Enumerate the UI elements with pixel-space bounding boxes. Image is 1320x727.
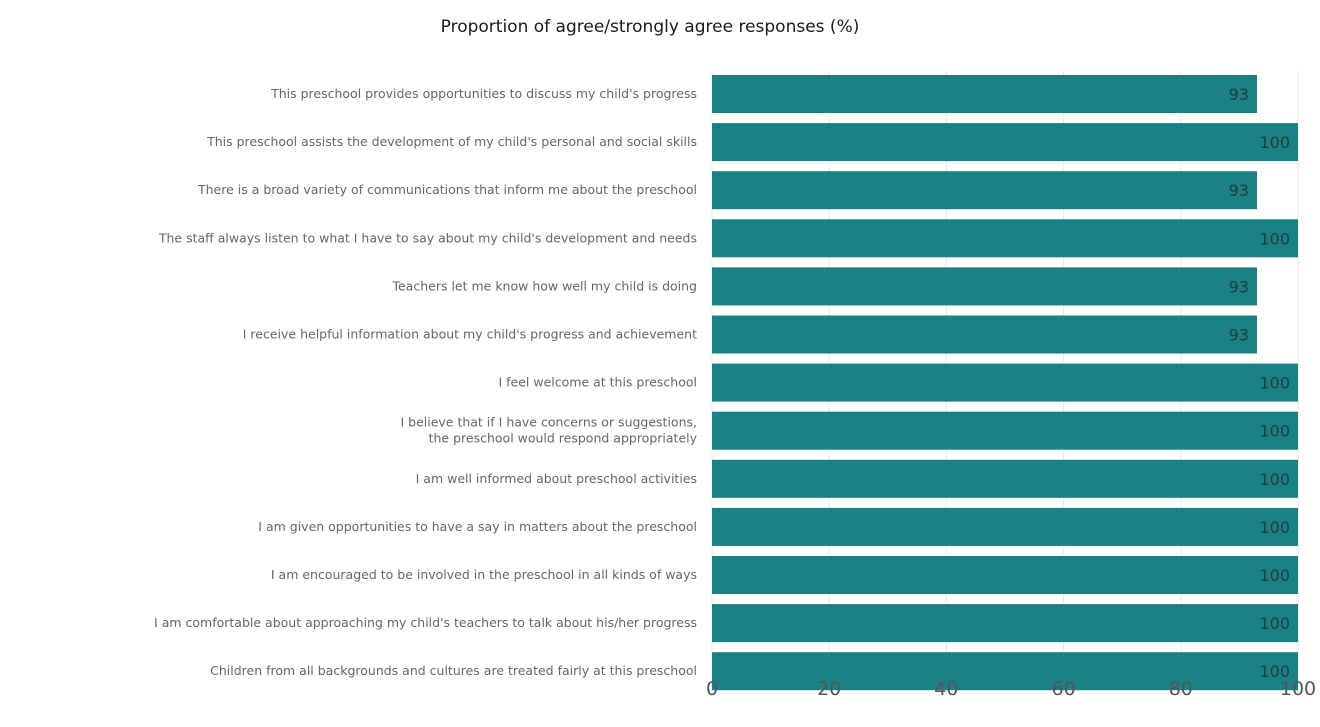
category-label: I am well informed about preschool activ… xyxy=(416,471,697,486)
category-label: This preschool provides opportunities to… xyxy=(270,86,697,101)
category-label: I am encouraged to be involved in the pr… xyxy=(271,567,697,582)
data-label: 93 xyxy=(1229,277,1249,296)
bar xyxy=(712,171,1257,210)
data-label: 100 xyxy=(1259,518,1290,537)
category-label: The staff always listen to what I have t… xyxy=(158,230,697,245)
data-label: 100 xyxy=(1259,229,1290,248)
data-label: 100 xyxy=(1259,133,1290,152)
data-label: 93 xyxy=(1229,85,1249,104)
x-axis-ticks: 0 20 40 60 80 100 xyxy=(706,678,1316,700)
data-label: 100 xyxy=(1259,662,1290,681)
bar xyxy=(712,267,1257,306)
data-label: 100 xyxy=(1259,614,1290,633)
chart-title: Proportion of agree/strongly agree respo… xyxy=(441,17,860,37)
category-label: Children from all backgrounds and cultur… xyxy=(210,663,697,678)
bar xyxy=(712,652,1298,691)
category-labels: This preschool provides opportunities to… xyxy=(154,86,698,678)
x-tick-label: 100 xyxy=(1280,678,1316,700)
bar xyxy=(712,507,1298,546)
bar xyxy=(712,219,1298,258)
category-label: I am comfortable about approaching my ch… xyxy=(154,615,697,630)
data-label: 93 xyxy=(1229,326,1249,345)
category-label: I feel welcome at this preschool xyxy=(498,375,697,390)
x-tick-label: 0 xyxy=(706,678,718,700)
data-label: 100 xyxy=(1259,566,1290,585)
data-label: 100 xyxy=(1259,470,1290,489)
category-label: I am given opportunities to have a say i… xyxy=(258,519,697,534)
x-tick-label: 20 xyxy=(817,678,841,700)
x-tick-label: 80 xyxy=(1169,678,1193,700)
category-label: There is a broad variety of communicatio… xyxy=(197,182,697,197)
bars xyxy=(712,75,1298,691)
category-label: I receive helpful information about my c… xyxy=(243,327,697,342)
value-labels: 93 100 93 100 93 93 100 100 100 100 100 100 100 xyxy=(1229,85,1290,681)
bar xyxy=(712,604,1298,643)
category-label: the preschool would respond appropriatel… xyxy=(429,431,698,446)
bar xyxy=(712,75,1257,113)
bar xyxy=(712,315,1257,354)
bar xyxy=(712,123,1298,162)
data-label: 100 xyxy=(1259,422,1290,441)
data-label: 100 xyxy=(1259,374,1290,393)
category-label: This preschool assists the development o… xyxy=(206,134,697,149)
bar xyxy=(712,459,1298,498)
category-label: Teachers let me know how well my child i… xyxy=(391,278,697,293)
bar xyxy=(712,411,1298,450)
bar xyxy=(712,556,1298,594)
data-label: 93 xyxy=(1229,181,1249,200)
x-tick-label: 40 xyxy=(934,678,958,700)
category-label: I believe that if I have concerns or sug… xyxy=(400,415,697,430)
x-tick-label: 60 xyxy=(1052,678,1076,700)
bar xyxy=(712,363,1298,402)
